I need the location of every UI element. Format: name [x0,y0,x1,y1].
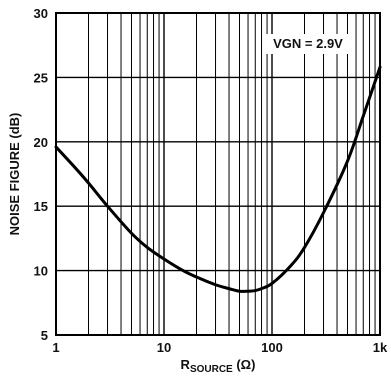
x-axis-title-unit: (Ω) [233,357,256,372]
x-axis-title-subscript: SOURCE [190,364,233,375]
x-tick-labels: 1 10 100 1k [52,340,388,355]
y-tick-label: 10 [34,264,48,279]
plot-frame [55,12,381,336]
y-tick-label: 20 [34,135,48,150]
y-tick-label: 30 [34,6,48,21]
x-tick-label: 1k [373,340,388,355]
y-tick-label: 25 [34,70,48,85]
y-tick-label: 15 [34,199,48,214]
x-axis-title: RSOURCE (Ω) [181,357,256,375]
x-tick-label: 10 [157,340,171,355]
annotation-box: VGN = 2.9V [264,34,352,54]
x-axis-title-main: R [181,357,191,372]
x-tick-label: 100 [261,340,283,355]
y-axis-title: NOISE FIGURE (dB) [7,113,22,236]
x-tick-label: 1 [52,340,59,355]
noise-figure-curve [54,65,382,293]
grid-lines [56,13,380,335]
y-tick-label: 5 [41,328,48,343]
vgn-annotation: VGN = 2.9V [273,36,343,51]
y-tick-labels: 5 10 15 20 25 30 [34,6,48,343]
